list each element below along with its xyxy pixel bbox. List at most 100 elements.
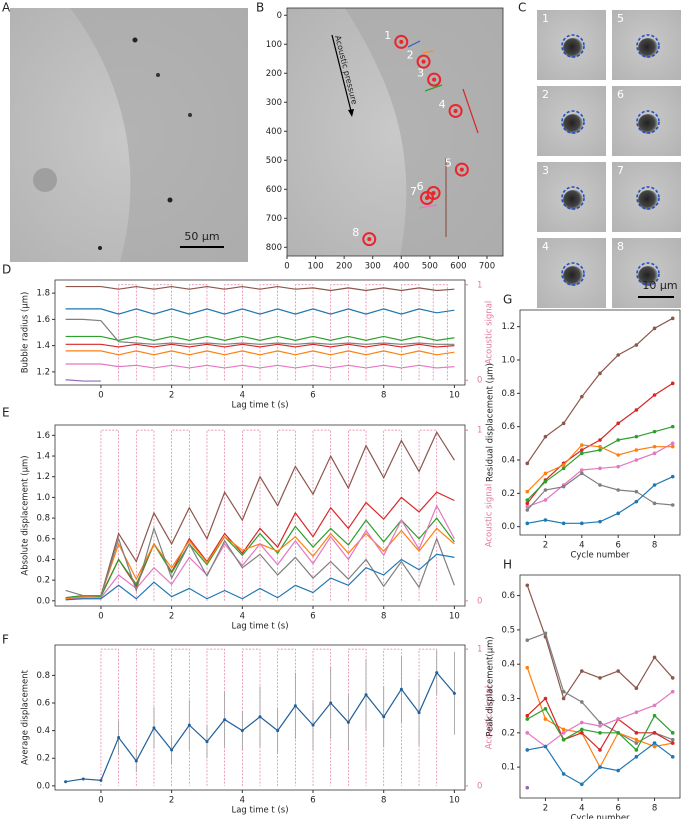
- series-marker: [525, 583, 530, 588]
- x-tick-label: 100: [307, 262, 323, 272]
- series-marker: [543, 696, 548, 701]
- y-tick-label: 0.0: [501, 522, 515, 532]
- x-tick-label: 500: [422, 262, 438, 272]
- x-tick-label: 0: [98, 391, 103, 401]
- series-marker: [598, 483, 602, 487]
- bubble: [638, 266, 658, 286]
- x-tick-label: 4: [240, 796, 245, 806]
- y-tick-label: 0.8: [36, 514, 50, 524]
- series-marker: [117, 736, 121, 740]
- marker-label: 1: [384, 29, 391, 42]
- acoustic-pulse: [135, 429, 155, 601]
- plot-area: [64, 650, 456, 784]
- marker: [420, 190, 434, 205]
- acoustic-pulse: [312, 648, 332, 786]
- y2-tick-label: 1: [477, 645, 482, 655]
- series-line: [65, 318, 455, 345]
- x-tick-label: 200: [336, 262, 352, 272]
- series-marker: [616, 768, 620, 773]
- panel-label: F: [2, 633, 9, 647]
- series-marker: [543, 479, 548, 484]
- x-tick-label: 0: [284, 262, 289, 272]
- tile-label: 3: [542, 164, 549, 177]
- series-marker: [525, 638, 530, 642]
- series-line: [65, 343, 455, 348]
- panel-label: E: [2, 406, 10, 420]
- x-tick-label: 4: [240, 612, 245, 622]
- x-tick-label: 400: [393, 262, 409, 272]
- series-marker: [525, 521, 530, 526]
- x-axis-label: Lag time t (s): [231, 806, 288, 816]
- panel-label: H: [503, 558, 512, 572]
- acoustic-pulse: [277, 429, 296, 601]
- x-tick-label: 2: [169, 796, 174, 806]
- x-tick-label: 4: [579, 541, 584, 551]
- y-tick-label: 0.2: [501, 489, 515, 499]
- series-marker: [81, 777, 85, 781]
- frame: [54, 279, 466, 386]
- series-marker: [616, 717, 620, 721]
- panel-label: D: [2, 263, 11, 277]
- micrograph: [287, 8, 503, 256]
- tile-label: 8: [617, 240, 624, 253]
- series-marker: [561, 737, 566, 742]
- y-axis-label: Average displacement: [21, 669, 31, 765]
- series-marker: [525, 717, 530, 721]
- series-marker: [670, 755, 675, 759]
- series-marker: [580, 782, 584, 787]
- series-marker: [525, 713, 530, 718]
- marker-dot: [425, 195, 429, 200]
- series-marker: [525, 508, 530, 512]
- series-marker: [634, 448, 639, 452]
- y-axis-label: Absolute displacement (µm): [21, 455, 31, 575]
- marker-dot: [399, 39, 404, 44]
- y-tick-label: 1.8: [36, 289, 50, 299]
- series-marker: [543, 631, 548, 636]
- micrograph: [10, 8, 248, 262]
- series-marker: [258, 715, 262, 719]
- series-marker: [598, 720, 602, 725]
- y-tick-label: 0.6: [36, 534, 50, 544]
- acoustic-pulse: [418, 648, 438, 786]
- series-marker: [64, 780, 68, 784]
- series-line: [65, 363, 455, 369]
- series-marker: [525, 498, 530, 502]
- series-marker: [152, 726, 156, 730]
- series-marker: [580, 669, 584, 673]
- series-marker: [670, 424, 675, 429]
- y-tick-label: 0.6: [36, 699, 50, 709]
- series-marker: [598, 765, 602, 769]
- acoustic-pulse: [135, 648, 155, 786]
- series-marker: [364, 693, 368, 697]
- series-marker: [329, 701, 333, 705]
- acoustic-pulse: [418, 429, 438, 601]
- series-marker: [561, 421, 566, 426]
- bubble: [563, 114, 583, 134]
- series-marker: [382, 715, 386, 719]
- series-line: [526, 691, 674, 748]
- series-marker: [580, 700, 584, 704]
- x-tick-label: 600: [450, 262, 466, 272]
- series-marker: [634, 343, 639, 347]
- series-marker: [525, 501, 530, 506]
- y-tick-label: 0.2: [501, 728, 515, 738]
- bubble: [563, 38, 583, 58]
- series-marker: [580, 731, 584, 735]
- y-tick-label: 1.2: [501, 322, 515, 332]
- series-marker: [543, 471, 548, 476]
- plot-area: [525, 583, 675, 790]
- acoustic-pulse: [171, 429, 190, 601]
- series-marker: [525, 504, 530, 509]
- y-tick-label: 800: [266, 243, 282, 253]
- x-tick-label: 2: [543, 804, 548, 814]
- series-marker: [543, 498, 548, 502]
- series-marker: [580, 727, 584, 732]
- series-marker: [561, 689, 566, 694]
- y2-tick-label: 1: [477, 280, 482, 290]
- series-marker: [634, 408, 639, 412]
- series-marker: [634, 748, 639, 752]
- series-line: [65, 430, 455, 599]
- series-marker: [525, 665, 530, 670]
- bubble: [638, 114, 658, 134]
